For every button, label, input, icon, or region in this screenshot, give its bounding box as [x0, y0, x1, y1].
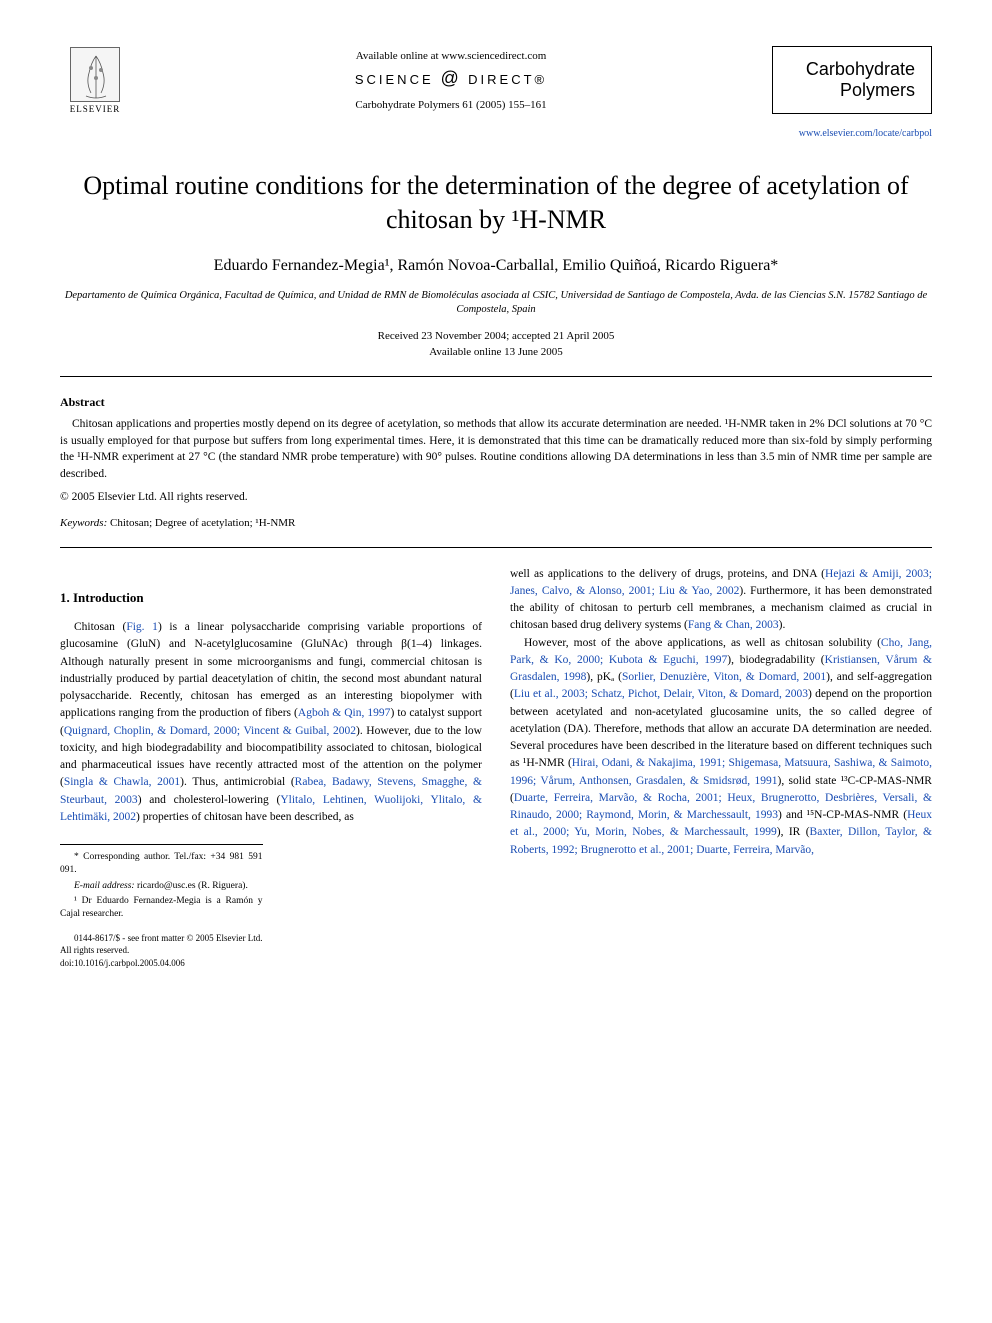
elsevier-label: ELSEVIER [70, 104, 121, 114]
journal-name-1: Carbohydrate [789, 59, 915, 80]
column-right: well as applications to the delivery of … [510, 566, 932, 972]
science-direct-logo: SCIENCE @ DIRECT® [130, 68, 772, 89]
fig-1-link[interactable]: Fig. 1 [126, 621, 158, 633]
divider-top [60, 376, 932, 377]
intro-paragraph-2: However, most of the above applications,… [510, 635, 932, 859]
email-label: E-mail address: [74, 881, 135, 891]
authors-line: Eduardo Fernandez-Megia¹, Ramón Novoa-Ca… [60, 257, 932, 275]
abstract-text: Chitosan applications and properties mos… [60, 416, 932, 483]
sd-direct: DIRECT® [468, 72, 547, 87]
keywords-label: Keywords: [60, 517, 107, 529]
sd-at-icon: @ [440, 68, 461, 88]
footnotes: * Corresponding author. Tel./fax: +34 98… [60, 844, 263, 969]
intro-paragraph-1-cont: well as applications to the delivery of … [510, 566, 932, 635]
journal-reference: Carbohydrate Polymers 61 (2005) 155–161 [130, 99, 772, 111]
doi-line: 0144-8617/$ - see front matter © 2005 El… [60, 932, 263, 970]
ref-quignard[interactable]: Quignard, Choplin, & Domard, 2000; Vince… [64, 725, 356, 737]
journal-name-2: Polymers [789, 80, 915, 101]
online-date: Available online 13 June 2005 [60, 346, 932, 358]
keywords-text: Chitosan; Degree of acetylation; ¹H-NMR [107, 517, 295, 529]
ref-fang[interactable]: Fang & Chan, 2003 [688, 619, 779, 631]
footnote-1: ¹ Dr Eduardo Fernandez-Megia is a Ramón … [60, 895, 263, 922]
column-left: 1. Introduction Chitosan (Fig. 1) is a l… [60, 566, 482, 972]
ref-agboh[interactable]: Agboh & Qin, 1997 [298, 707, 391, 719]
article-title: Optimal routine conditions for the deter… [60, 169, 932, 237]
sd-science: SCIENCE [355, 72, 434, 87]
divider-bottom [60, 547, 932, 548]
intro-paragraph-1: Chitosan (Fig. 1) is a linear polysaccha… [60, 619, 482, 826]
body-columns: 1. Introduction Chitosan (Fig. 1) is a l… [60, 566, 932, 972]
abstract-copyright: © 2005 Elsevier Ltd. All rights reserved… [60, 491, 932, 503]
elsevier-logo: ELSEVIER [60, 40, 130, 120]
ref-liu[interactable]: Liu et al., 2003; Schatz, Pichot, Delair… [514, 688, 808, 700]
section-1-heading: 1. Introduction [60, 588, 482, 608]
available-online-text: Available online at www.sciencedirect.co… [130, 50, 772, 62]
corresponding-author: * Corresponding author. Tel./fax: +34 98… [60, 851, 263, 878]
abstract-heading: Abstract [60, 395, 932, 410]
keywords-line: Keywords: Chitosan; Degree of acetylatio… [60, 517, 932, 529]
elsevier-tree-icon [70, 47, 120, 102]
ref-singla[interactable]: Singla & Chawla, 2001 [64, 776, 180, 788]
affiliation: Departamento de Química Orgánica, Facult… [60, 289, 932, 318]
header-row: ELSEVIER Available online at www.science… [60, 40, 932, 120]
journal-title-box: Carbohydrate Polymers [772, 46, 932, 114]
email-line: E-mail address: ricardo@usc.es (R. Rigue… [60, 880, 263, 893]
received-dates: Received 23 November 2004; accepted 21 A… [60, 330, 932, 342]
journal-url[interactable]: www.elsevier.com/locate/carbpol [60, 128, 932, 139]
center-header: Available online at www.sciencedirect.co… [130, 50, 772, 111]
email-address: ricardo@usc.es (R. Riguera). [135, 881, 248, 891]
ref-sorlier[interactable]: Sorlier, Denuzière, Viton, & Domard, 200… [622, 671, 826, 683]
